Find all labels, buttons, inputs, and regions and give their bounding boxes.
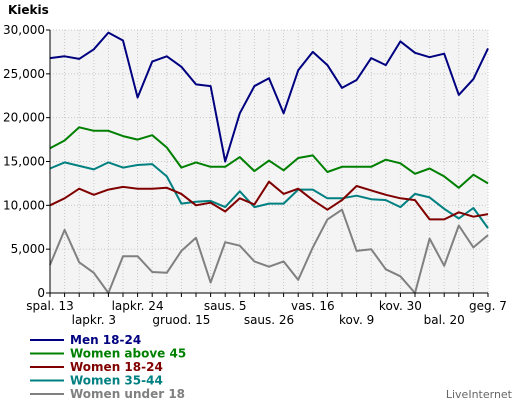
y-axis-ticks: 0 5,000 10,000 15,000 20,000 25,000 30,000: [3, 23, 50, 300]
legend-entry: Women above 45: [70, 347, 186, 361]
legend-entry: Women under 18: [70, 387, 185, 401]
y-tick-label: 25,000: [3, 67, 45, 81]
x-tick-label: lapkr. 3: [72, 313, 116, 327]
y-tick-label: 15,000: [3, 155, 45, 169]
x-tick-label: saus. 5: [204, 299, 247, 313]
y-axis-label: Kiekis: [8, 3, 49, 17]
y-tick-label: 20,000: [3, 111, 45, 125]
legend-entry: Women 18-24: [70, 360, 163, 374]
series-line: [49, 180, 489, 221]
legend-entry: Men 18-24: [70, 333, 141, 347]
legend-entry: Women 35-44: [70, 374, 163, 388]
y-tick-label: 10,000: [3, 198, 45, 212]
y-tick-label: 5,000: [11, 242, 45, 256]
x-tick-label: spal. 13: [26, 299, 73, 313]
x-tick-label: kov. 30: [379, 299, 422, 313]
series-line: [49, 126, 489, 189]
y-tick-label: 0: [37, 286, 45, 300]
x-tick-label: saus. 26: [244, 313, 294, 327]
x-tick-label: kov. 9: [339, 313, 374, 327]
x-tick-label: gruod. 15: [152, 313, 210, 327]
brand-logo: LiveInternet: [446, 388, 513, 401]
x-tick-label: geg. 7: [469, 299, 507, 313]
y-tick-label: 30,000: [3, 23, 45, 37]
series-line: [49, 31, 489, 163]
series-line: [49, 161, 489, 229]
x-tick-label: vas. 16: [291, 299, 335, 313]
x-tick-label: lapkr. 24: [112, 299, 164, 313]
x-tick-label: bal. 20: [424, 313, 465, 327]
